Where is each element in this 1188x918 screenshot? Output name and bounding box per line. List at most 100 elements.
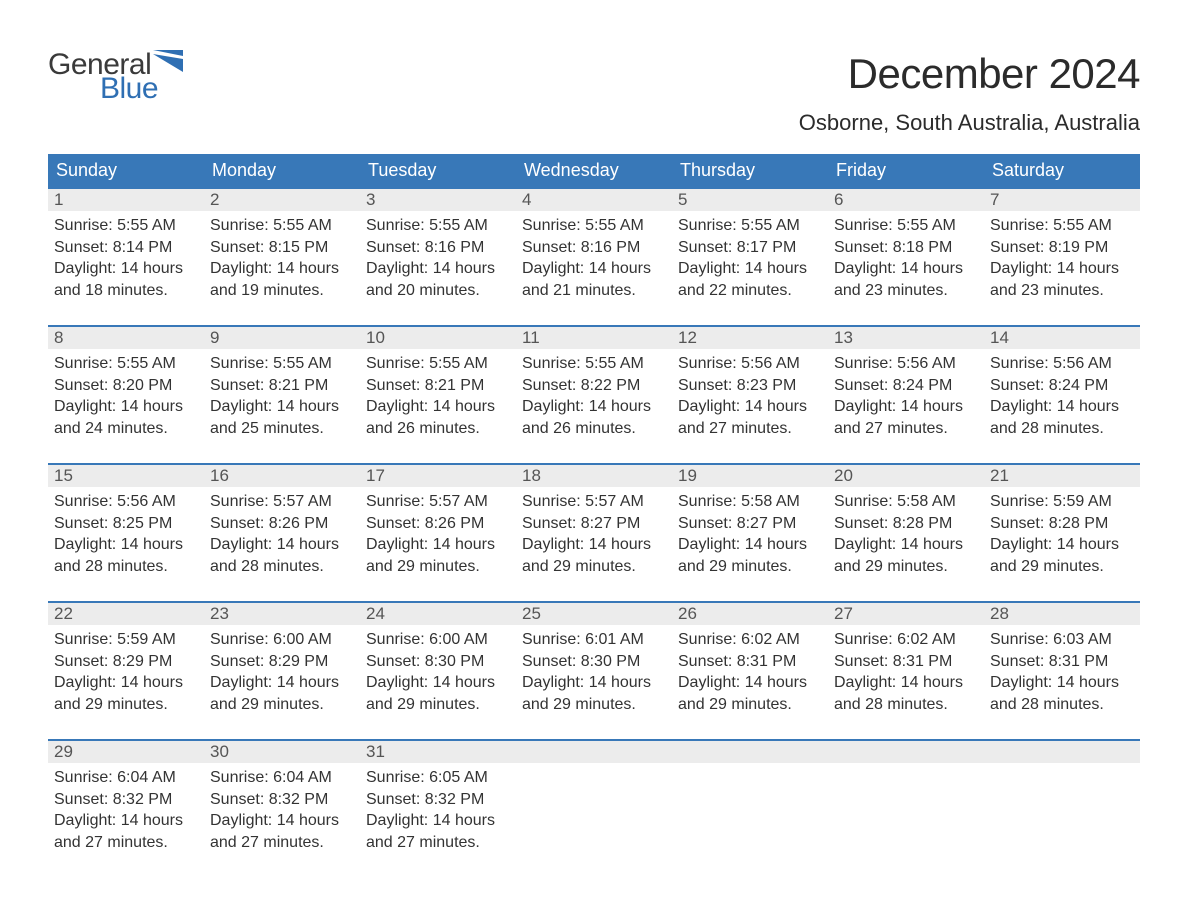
daylight-text-line2: and 22 minutes.	[678, 280, 822, 302]
daylight-text-line2: and 28 minutes.	[990, 694, 1134, 716]
day-number: 5	[672, 187, 828, 211]
day-details: Sunrise: 6:04 AMSunset: 8:32 PMDaylight:…	[48, 763, 204, 857]
day-details: Sunrise: 6:05 AMSunset: 8:32 PMDaylight:…	[360, 763, 516, 857]
day-number: 7	[984, 187, 1140, 211]
daylight-text-line2: and 26 minutes.	[522, 418, 666, 440]
calendar-day-cell: 19Sunrise: 5:58 AMSunset: 8:27 PMDayligh…	[672, 463, 828, 601]
sunset-text: Sunset: 8:26 PM	[366, 513, 510, 535]
daylight-text-line1: Daylight: 14 hours	[834, 672, 978, 694]
day-number: 4	[516, 187, 672, 211]
sunset-text: Sunset: 8:21 PM	[366, 375, 510, 397]
calendar-day-cell: 25Sunrise: 6:01 AMSunset: 8:30 PMDayligh…	[516, 601, 672, 739]
day-number: 18	[516, 463, 672, 487]
calendar-body: 1Sunrise: 5:55 AMSunset: 8:14 PMDaylight…	[48, 187, 1140, 877]
day-number: 12	[672, 325, 828, 349]
calendar-day-cell: 16Sunrise: 5:57 AMSunset: 8:26 PMDayligh…	[204, 463, 360, 601]
day-details: Sunrise: 5:57 AMSunset: 8:27 PMDaylight:…	[516, 487, 672, 581]
flag-icon	[153, 50, 183, 72]
sunset-text: Sunset: 8:28 PM	[990, 513, 1134, 535]
calendar-day-cell: 10Sunrise: 5:55 AMSunset: 8:21 PMDayligh…	[360, 325, 516, 463]
day-details: Sunrise: 5:57 AMSunset: 8:26 PMDaylight:…	[360, 487, 516, 581]
calendar-day-cell: 18Sunrise: 5:57 AMSunset: 8:27 PMDayligh…	[516, 463, 672, 601]
daylight-text-line2: and 26 minutes.	[366, 418, 510, 440]
calendar-day-cell: 3Sunrise: 5:55 AMSunset: 8:16 PMDaylight…	[360, 187, 516, 325]
calendar-week-row: 15Sunrise: 5:56 AMSunset: 8:25 PMDayligh…	[48, 463, 1140, 601]
daylight-text-line1: Daylight: 14 hours	[366, 810, 510, 832]
sunrise-text: Sunrise: 6:02 AM	[678, 629, 822, 651]
day-number: 30	[204, 739, 360, 763]
daylight-text-line1: Daylight: 14 hours	[990, 672, 1134, 694]
sunset-text: Sunset: 8:18 PM	[834, 237, 978, 259]
sunrise-text: Sunrise: 5:59 AM	[990, 491, 1134, 513]
sunset-text: Sunset: 8:31 PM	[834, 651, 978, 673]
calendar-day-cell: 8Sunrise: 5:55 AMSunset: 8:20 PMDaylight…	[48, 325, 204, 463]
weekday-header-row: Sunday Monday Tuesday Wednesday Thursday…	[48, 154, 1140, 187]
day-number: 17	[360, 463, 516, 487]
title-block: December 2024 Osborne, South Australia, …	[799, 50, 1140, 146]
sunrise-text: Sunrise: 6:00 AM	[366, 629, 510, 651]
daylight-text-line1: Daylight: 14 hours	[834, 396, 978, 418]
day-details: Sunrise: 5:55 AMSunset: 8:18 PMDaylight:…	[828, 211, 984, 305]
day-details: Sunrise: 6:02 AMSunset: 8:31 PMDaylight:…	[672, 625, 828, 719]
sunrise-text: Sunrise: 6:05 AM	[366, 767, 510, 789]
location-text: Osborne, South Australia, Australia	[799, 110, 1140, 136]
calendar-day-cell: 24Sunrise: 6:00 AMSunset: 8:30 PMDayligh…	[360, 601, 516, 739]
day-number: 23	[204, 601, 360, 625]
daylight-text-line2: and 20 minutes.	[366, 280, 510, 302]
daylight-text-line2: and 27 minutes.	[54, 832, 198, 854]
daylight-text-line1: Daylight: 14 hours	[990, 258, 1134, 280]
daylight-text-line1: Daylight: 14 hours	[54, 810, 198, 832]
calendar-day-cell: 13Sunrise: 5:56 AMSunset: 8:24 PMDayligh…	[828, 325, 984, 463]
weekday-header: Tuesday	[360, 154, 516, 187]
sunset-text: Sunset: 8:32 PM	[54, 789, 198, 811]
calendar-day-cell: 4Sunrise: 5:55 AMSunset: 8:16 PMDaylight…	[516, 187, 672, 325]
day-number: 21	[984, 463, 1140, 487]
daylight-text-line1: Daylight: 14 hours	[210, 396, 354, 418]
daylight-text-line1: Daylight: 14 hours	[678, 258, 822, 280]
daylight-text-line2: and 29 minutes.	[522, 556, 666, 578]
calendar-day-cell: 2Sunrise: 5:55 AMSunset: 8:15 PMDaylight…	[204, 187, 360, 325]
sunrise-text: Sunrise: 5:56 AM	[678, 353, 822, 375]
day-number: 22	[48, 601, 204, 625]
daylight-text-line1: Daylight: 14 hours	[522, 396, 666, 418]
day-number: 13	[828, 325, 984, 349]
daylight-text-line2: and 24 minutes.	[54, 418, 198, 440]
daylight-text-line1: Daylight: 14 hours	[678, 396, 822, 418]
sunrise-text: Sunrise: 5:56 AM	[990, 353, 1134, 375]
daylight-text-line2: and 25 minutes.	[210, 418, 354, 440]
daylight-text-line1: Daylight: 14 hours	[54, 396, 198, 418]
day-details: Sunrise: 5:59 AMSunset: 8:29 PMDaylight:…	[48, 625, 204, 719]
day-number: 24	[360, 601, 516, 625]
day-details: Sunrise: 5:55 AMSunset: 8:16 PMDaylight:…	[360, 211, 516, 305]
day-number: 9	[204, 325, 360, 349]
sunrise-text: Sunrise: 5:56 AM	[54, 491, 198, 513]
day-number: 8	[48, 325, 204, 349]
day-number: 14	[984, 325, 1140, 349]
weekday-header: Monday	[204, 154, 360, 187]
day-details: Sunrise: 5:56 AMSunset: 8:24 PMDaylight:…	[828, 349, 984, 443]
daylight-text-line2: and 23 minutes.	[990, 280, 1134, 302]
day-details: Sunrise: 6:01 AMSunset: 8:30 PMDaylight:…	[516, 625, 672, 719]
daylight-text-line2: and 29 minutes.	[54, 694, 198, 716]
day-details: Sunrise: 5:59 AMSunset: 8:28 PMDaylight:…	[984, 487, 1140, 581]
sunrise-text: Sunrise: 5:55 AM	[210, 353, 354, 375]
daylight-text-line1: Daylight: 14 hours	[834, 534, 978, 556]
day-details: Sunrise: 6:02 AMSunset: 8:31 PMDaylight:…	[828, 625, 984, 719]
sunset-text: Sunset: 8:23 PM	[678, 375, 822, 397]
sunset-text: Sunset: 8:28 PM	[834, 513, 978, 535]
calendar-week-row: 29Sunrise: 6:04 AMSunset: 8:32 PMDayligh…	[48, 739, 1140, 877]
sunrise-text: Sunrise: 5:59 AM	[54, 629, 198, 651]
sunset-text: Sunset: 8:14 PM	[54, 237, 198, 259]
weekday-header: Friday	[828, 154, 984, 187]
sunrise-text: Sunrise: 5:56 AM	[834, 353, 978, 375]
day-number: 6	[828, 187, 984, 211]
daylight-text-line2: and 27 minutes.	[366, 832, 510, 854]
calendar-day-cell: 11Sunrise: 5:55 AMSunset: 8:22 PMDayligh…	[516, 325, 672, 463]
day-details: Sunrise: 5:55 AMSunset: 8:17 PMDaylight:…	[672, 211, 828, 305]
calendar-day-cell: 23Sunrise: 6:00 AMSunset: 8:29 PMDayligh…	[204, 601, 360, 739]
sunset-text: Sunset: 8:25 PM	[54, 513, 198, 535]
sunrise-text: Sunrise: 6:02 AM	[834, 629, 978, 651]
daylight-text-line1: Daylight: 14 hours	[990, 534, 1134, 556]
daylight-text-line1: Daylight: 14 hours	[990, 396, 1134, 418]
daylight-text-line2: and 28 minutes.	[834, 694, 978, 716]
